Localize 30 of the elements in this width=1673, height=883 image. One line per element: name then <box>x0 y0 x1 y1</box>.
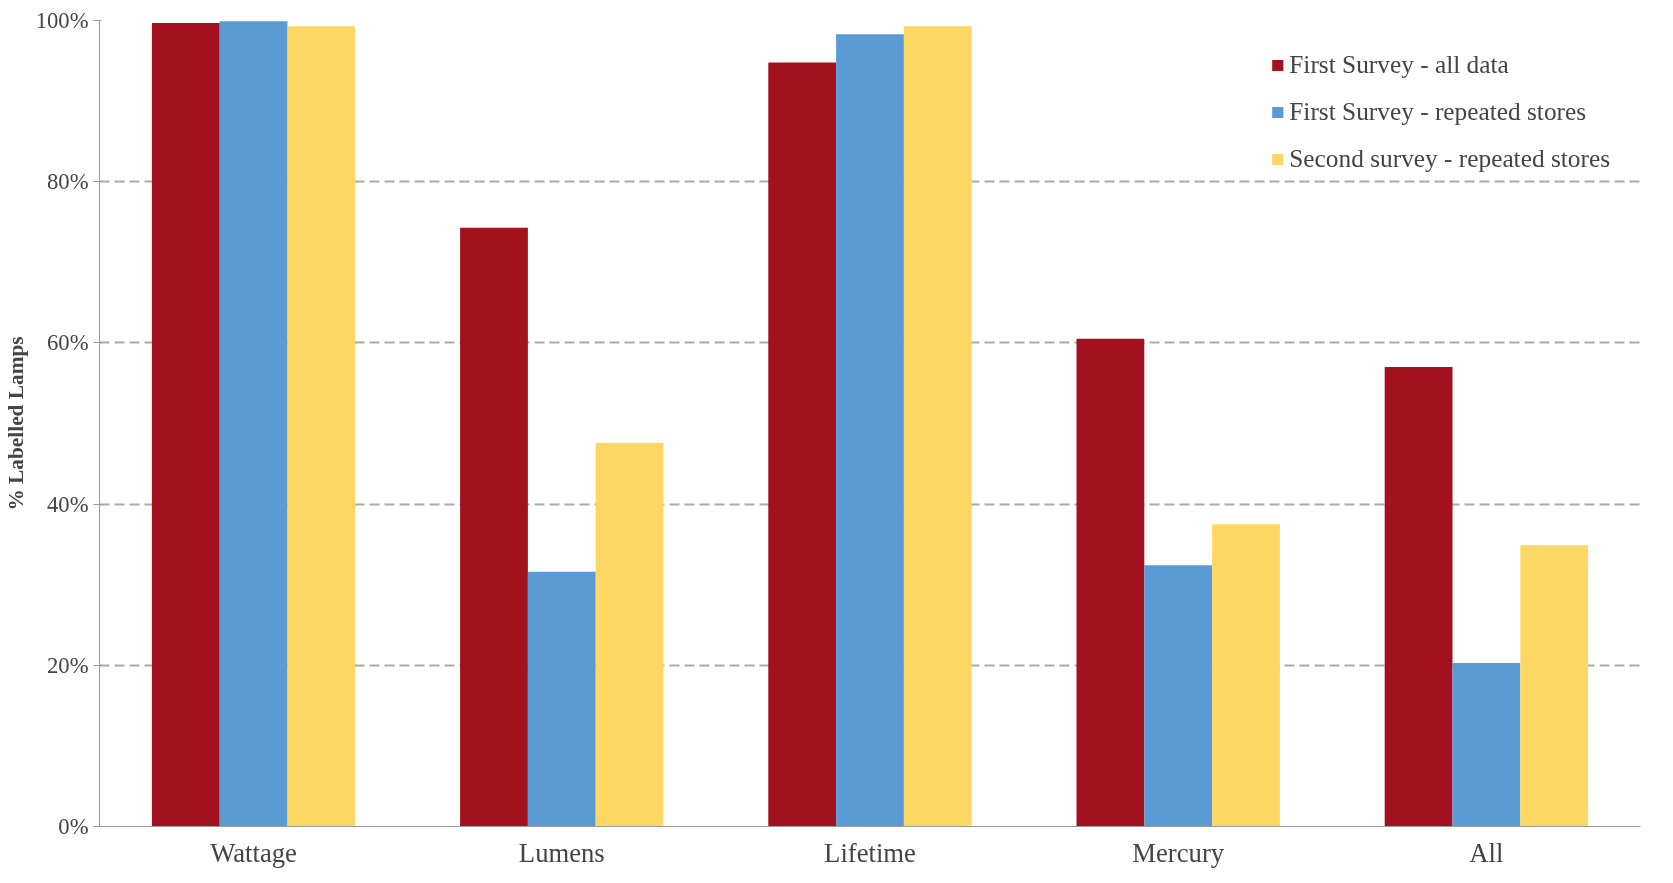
bar <box>1384 367 1453 827</box>
bar <box>1076 338 1145 827</box>
bar <box>903 26 972 827</box>
y-tick-label: 0% <box>58 814 89 839</box>
bar <box>1520 545 1589 827</box>
bar <box>287 26 356 827</box>
bar <box>219 21 288 827</box>
bar <box>1212 524 1280 827</box>
y-axis-title: % Labelled Lamps <box>3 336 28 511</box>
bar <box>151 22 220 827</box>
y-tick-label: 80% <box>46 169 89 195</box>
bar <box>527 571 596 827</box>
bar <box>1144 565 1213 827</box>
y-tick-label: 100% <box>35 8 89 33</box>
y-tick-label: 40% <box>46 491 89 517</box>
legend-label: First Survey - repeated stores <box>1289 97 1587 126</box>
x-tick-label: All <box>1469 837 1504 868</box>
legend-label: Second survey - repeated stores <box>1289 144 1610 173</box>
bar <box>1452 662 1521 827</box>
x-tick-label: Wattage <box>210 837 297 868</box>
y-tick-label: 20% <box>46 652 89 678</box>
bar <box>595 442 664 827</box>
y-tick-label: 60% <box>46 330 89 356</box>
bar <box>460 227 528 827</box>
x-tick-label: Lumens <box>518 837 605 868</box>
legend-label: First Survey - all data <box>1289 50 1509 79</box>
x-tick-label: Lifetime <box>824 837 916 868</box>
bar <box>836 34 904 827</box>
bar <box>768 62 837 827</box>
x-tick-label: Mercury <box>1132 837 1225 868</box>
